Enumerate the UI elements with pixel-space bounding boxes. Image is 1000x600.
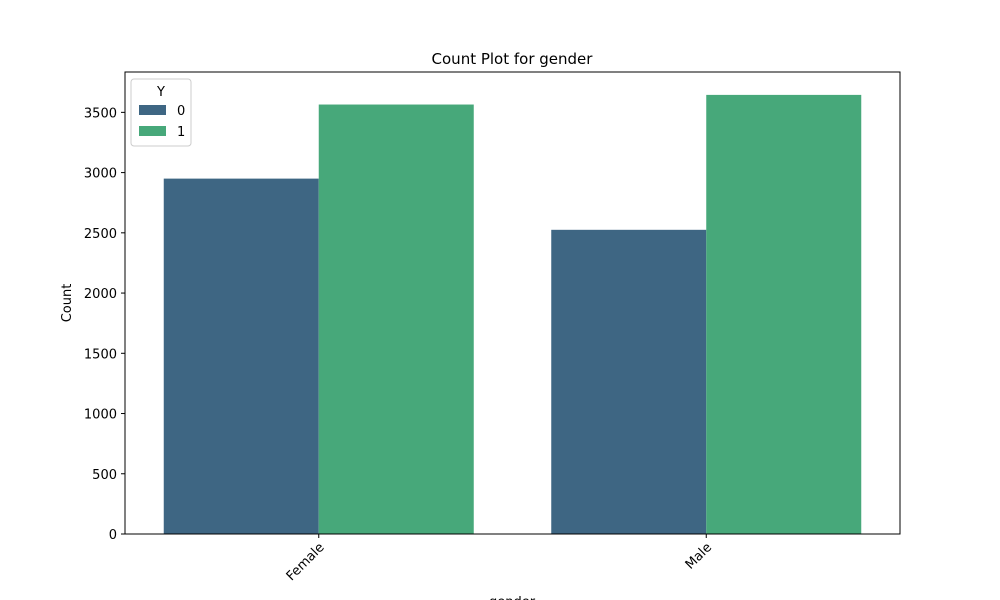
bar-male-y0 [551,229,707,534]
bar-female-y0 [163,178,319,534]
chart-title: Count Plot for gender [432,50,594,68]
y-tick-label: 1500 [84,347,117,362]
y-tick-label: 3500 [84,106,117,121]
y-tick-label: 3000 [84,167,117,182]
legend-swatch-1 [139,126,166,136]
legend-title: Y [156,85,165,100]
bar-female-y1 [318,104,474,534]
legend-swatch-0 [139,105,166,115]
legend: Y 0 1 [130,78,192,147]
y-tick-label: 1000 [84,408,117,423]
y-axis-ticks: 0 500 1000 1500 2000 2500 3000 3500 [84,106,125,543]
y-tick-label: 500 [92,468,117,483]
bars-group [163,94,862,535]
y-axis-label: Count [60,284,75,323]
bar-male-y1 [706,94,862,535]
plot-frame [124,71,901,535]
legend-label-0: 0 [177,104,185,119]
legend-label-1: 1 [177,125,185,140]
x-axis-label: gender [489,595,536,600]
y-tick-label: 0 [109,528,117,543]
y-tick-label: 2500 [84,227,117,242]
y-tick-label: 2000 [84,287,117,302]
